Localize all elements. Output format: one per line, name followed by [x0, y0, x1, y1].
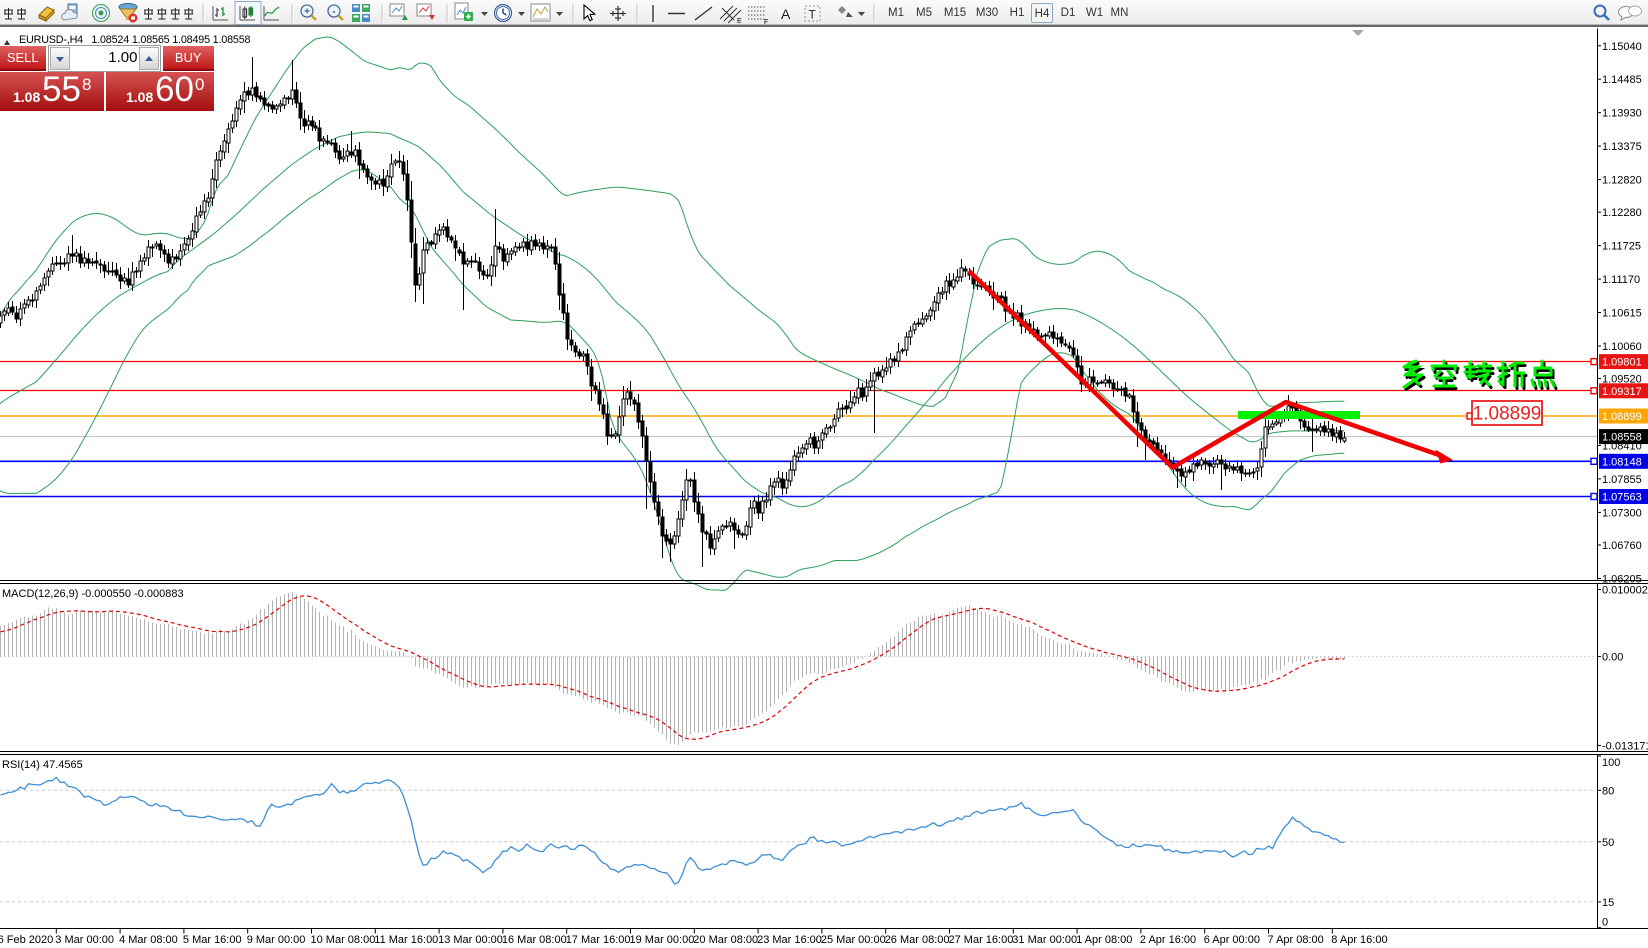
svg-text:1.13930: 1.13930: [1602, 108, 1642, 120]
svg-text:1.11170: 1.11170: [1602, 274, 1640, 286]
svg-text:RSI(14) 47.4565: RSI(14) 47.4565: [2, 759, 83, 771]
svg-text:-: -: [332, 7, 335, 18]
svg-text:0.010002: 0.010002: [1602, 585, 1648, 597]
svg-text:1.09801: 1.09801: [1602, 357, 1642, 369]
svg-text:1.12820: 1.12820: [1602, 175, 1642, 187]
svg-text:2 Apr 16:00: 2 Apr 16:00: [1140, 934, 1196, 946]
svg-text:50: 50: [1602, 837, 1614, 849]
svg-text:26 Feb 2020: 26 Feb 2020: [0, 934, 53, 946]
svg-text:0.00: 0.00: [1602, 652, 1623, 664]
svg-text:MACD(12,26,9) -0.000550 -0.000: MACD(12,26,9) -0.000550 -0.000883: [2, 588, 184, 600]
svg-text:16 Mar 08:00: 16 Mar 08:00: [502, 934, 567, 946]
svg-text:E: E: [737, 18, 742, 25]
svg-text:1.09520: 1.09520: [1602, 374, 1642, 386]
svg-text:1.10615: 1.10615: [1602, 308, 1642, 320]
svg-text:F: F: [764, 19, 768, 26]
svg-text:4 Mar 08:00: 4 Mar 08:00: [119, 934, 178, 946]
svg-text:1.06760: 1.06760: [1602, 540, 1642, 552]
svg-text:7 Apr 08:00: 7 Apr 08:00: [1268, 934, 1324, 946]
svg-text:1.12280: 1.12280: [1602, 207, 1642, 219]
svg-text:20 Mar 08:00: 20 Mar 08:00: [693, 934, 758, 946]
svg-text:1.07300: 1.07300: [1602, 507, 1642, 519]
svg-text:1.08558: 1.08558: [1602, 432, 1642, 444]
svg-text:13 Mar 00:00: 13 Mar 00:00: [438, 934, 503, 946]
svg-text:27 Mar 16:00: 27 Mar 16:00: [949, 934, 1014, 946]
svg-text:1.08899: 1.08899: [1602, 411, 1642, 423]
svg-text:1.11725: 1.11725: [1602, 241, 1641, 253]
svg-text:1.15040: 1.15040: [1602, 41, 1642, 53]
svg-text:+: +: [304, 7, 310, 18]
svg-text:15: 15: [1602, 897, 1614, 909]
svg-text:11 Mar 16:00: 11 Mar 16:00: [374, 934, 438, 946]
svg-text:1.09317: 1.09317: [1602, 386, 1642, 398]
svg-text:A: A: [781, 6, 791, 22]
svg-text:80: 80: [1602, 785, 1614, 797]
svg-text:5 Mar 16:00: 5 Mar 16:00: [183, 934, 242, 946]
svg-text:0: 0: [1602, 917, 1608, 929]
svg-text:19 Mar 00:00: 19 Mar 00:00: [630, 934, 695, 946]
svg-text:31 Mar 00:00: 31 Mar 00:00: [1012, 934, 1077, 946]
svg-text:100: 100: [1602, 757, 1620, 769]
svg-text:-0.013171: -0.013171: [1602, 740, 1648, 752]
svg-text:17 Mar 16:00: 17 Mar 16:00: [566, 934, 631, 946]
svg-text:1.14485: 1.14485: [1602, 74, 1642, 86]
svg-text:1.06205: 1.06205: [1602, 573, 1642, 585]
svg-text:1 Apr 08:00: 1 Apr 08:00: [1076, 934, 1132, 946]
svg-text:25 Mar 00:00: 25 Mar 00:00: [821, 934, 886, 946]
svg-text:8 Apr 16:00: 8 Apr 16:00: [1331, 934, 1387, 946]
svg-text:10 Mar 08:00: 10 Mar 08:00: [311, 934, 376, 946]
svg-text:6 Apr 00:00: 6 Apr 00:00: [1204, 934, 1260, 946]
svg-text:1.10060: 1.10060: [1602, 341, 1642, 353]
svg-text:23 Mar 16:00: 23 Mar 16:00: [757, 934, 822, 946]
svg-text:1.08899: 1.08899: [1473, 404, 1542, 425]
svg-text:1.08148: 1.08148: [1602, 456, 1642, 468]
svg-text:3 Mar 00:00: 3 Mar 00:00: [55, 934, 114, 946]
svg-text:1.13375: 1.13375: [1602, 141, 1642, 153]
svg-text:26 Mar 08:00: 26 Mar 08:00: [885, 934, 950, 946]
svg-text:9 Mar 00:00: 9 Mar 00:00: [247, 934, 306, 946]
svg-text:1.07855: 1.07855: [1602, 474, 1642, 486]
svg-text:T: T: [809, 8, 817, 22]
svg-text:1.07563: 1.07563: [1602, 492, 1642, 504]
